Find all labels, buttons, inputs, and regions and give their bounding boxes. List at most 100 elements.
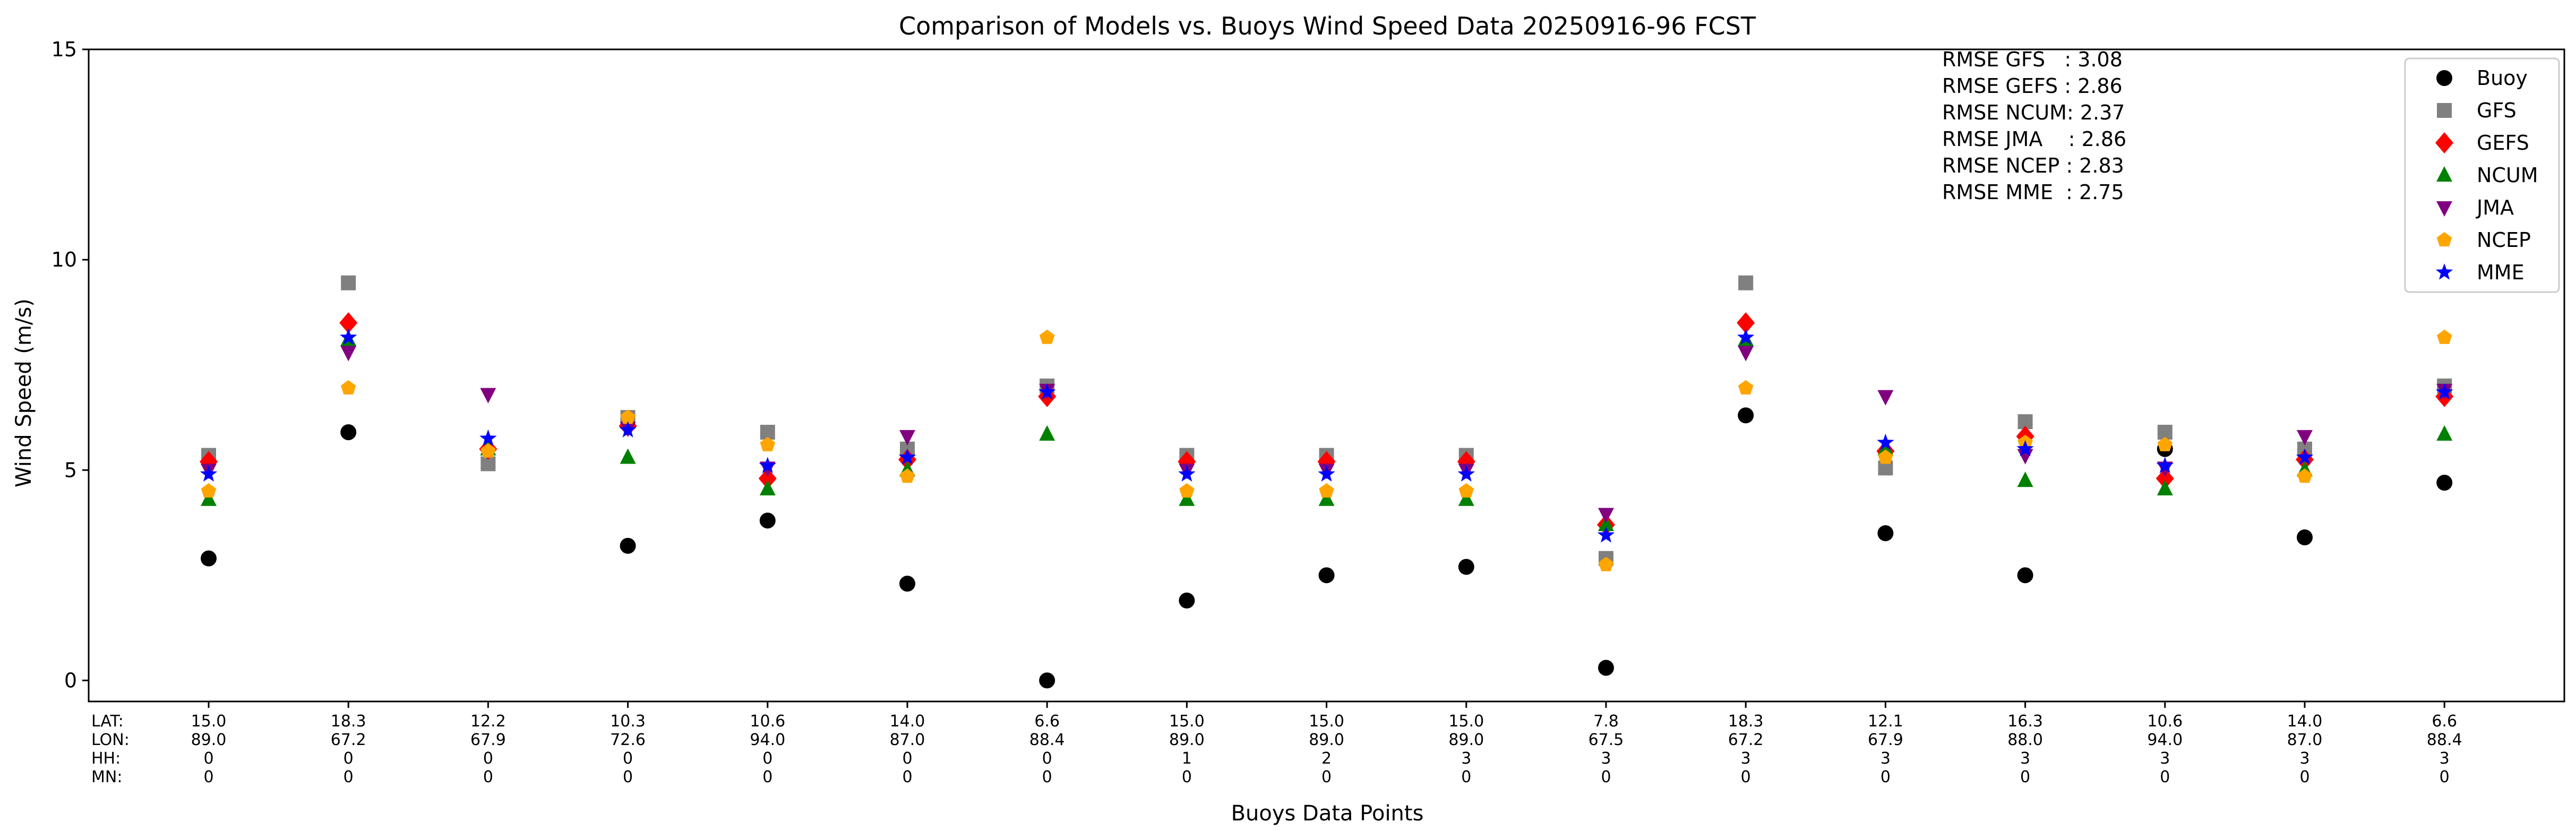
x-tick-hh: 0: [483, 749, 493, 768]
x-tick-lon: 89.0: [1169, 731, 1205, 749]
x-tick-hh: 3: [1741, 749, 1751, 768]
ncum-point: [1179, 490, 1195, 506]
legend-label-buoy: Buoy: [2477, 66, 2528, 90]
x-tick-lon: 89.0: [1448, 731, 1484, 749]
buoy-point: [1039, 672, 1055, 689]
ncep-point: [2436, 329, 2452, 344]
gefs-point: [2156, 468, 2174, 490]
x-tick-hh: 3: [2020, 749, 2030, 768]
ncep-point: [1039, 329, 1055, 344]
mme-point: [2156, 457, 2174, 474]
x-tick-mn: 0: [762, 768, 772, 786]
info-row-label: LON:: [91, 731, 130, 749]
x-tick-lon: 67.9: [1868, 731, 1903, 749]
ncep-point: [1598, 557, 1614, 571]
x-tick-lat: 10.6: [750, 712, 785, 731]
series-ncum: [201, 330, 2453, 532]
ncep-point: [620, 409, 636, 424]
x-tick-lon: 87.0: [890, 731, 925, 749]
x-axis-info-labels: LAT:LON:HH:MN:15.089.00018.367.20012.267…: [91, 701, 2462, 786]
rmse-annotation: RMSE GFS : 3.08 RMSE GEFS : 2.86 RMSE NCUM…: [1942, 48, 2126, 204]
x-tick-hh: 1: [1182, 749, 1192, 768]
legend-label-ncum: NCUM: [2477, 164, 2538, 187]
chart-title: Comparison of Models vs. Buoys Wind Spee…: [899, 12, 1756, 40]
x-tick-mn: 0: [203, 768, 213, 786]
x-tick-mn: 0: [1461, 768, 1471, 786]
buoy-point: [1318, 567, 1335, 584]
legend-marker-gefs: [2435, 132, 2453, 153]
x-tick-lon: 94.0: [750, 731, 785, 749]
ncum-point: [2436, 425, 2453, 441]
mme-point: [1038, 383, 1056, 400]
legend-label-ncep: NCEP: [2477, 228, 2531, 252]
ncep-point: [760, 436, 776, 451]
y-tick-label: 10: [51, 248, 77, 271]
ncum-point: [1458, 490, 1474, 506]
x-tick-hh: 3: [1601, 749, 1611, 768]
ncep-point: [1179, 483, 1195, 498]
x-tick-hh: 3: [1461, 749, 1471, 768]
ncep-point: [1738, 380, 1754, 395]
x-tick-lon: 88.4: [2427, 731, 2462, 749]
mme-point: [479, 429, 497, 446]
buoy-point: [899, 576, 915, 592]
x-tick-lat: 18.3: [1728, 712, 1764, 731]
x-tick-lat: 15.0: [191, 712, 227, 731]
rmse-line: RMSE NCEP : 2.83: [1942, 154, 2124, 177]
gefs-point: [339, 312, 358, 333]
jma-point: [480, 388, 496, 404]
legend-label-jma: JMA: [2476, 196, 2514, 219]
ncum-point: [1039, 425, 1055, 441]
ncum-point: [2157, 480, 2173, 495]
x-tick-hh: 3: [1881, 749, 1891, 768]
mme-point: [1318, 465, 1335, 482]
plot-frame: [88, 48, 2565, 703]
x-tick-lat: 7.8: [1593, 712, 1619, 731]
legend-marker-ncum: [2436, 166, 2452, 182]
ncum-point: [759, 480, 776, 495]
mme-point: [898, 448, 916, 465]
jma-point: [340, 346, 357, 362]
series-buoy: [201, 407, 2453, 689]
mme-point: [2296, 448, 2314, 465]
x-tick-lon: 67.2: [331, 731, 366, 749]
buoy-point: [2297, 529, 2313, 546]
mme-point: [1877, 433, 1894, 450]
jma-point: [1877, 390, 1894, 406]
x-tick-lon: 89.0: [191, 731, 227, 749]
buoy-point: [340, 424, 357, 440]
x-tick-mn: 0: [1042, 768, 1052, 786]
ncum-point: [620, 448, 636, 464]
info-row-label: HH:: [91, 749, 121, 768]
x-tick-hh: 3: [2299, 749, 2309, 768]
ncum-point: [1598, 516, 1614, 532]
ncum-point: [1877, 440, 1894, 456]
legend-marker-buoy: [2436, 70, 2452, 86]
x-tick-lat: 12.2: [470, 712, 506, 731]
x-tick-hh: 0: [1042, 749, 1052, 768]
x-tick-lon: 67.9: [470, 731, 506, 749]
rmse-line: RMSE GFS : 3.08: [1942, 48, 2123, 71]
x-tick-hh: 2: [1321, 749, 1332, 768]
x-tick-lat: 15.0: [1448, 712, 1484, 731]
x-tick-mn: 0: [1182, 768, 1192, 786]
x-tick-hh: 0: [344, 749, 354, 768]
mme-point: [1737, 328, 1755, 345]
series-mme: [200, 328, 2453, 543]
buoy-point: [1458, 559, 1474, 575]
x-tick-lat: 12.1: [1868, 712, 1903, 731]
gfs-point: [341, 275, 356, 290]
mme-point: [200, 465, 218, 482]
x-tick-mn: 0: [1601, 768, 1611, 786]
series-gfs: [201, 275, 2452, 566]
y-axis-ticks: 0 5 10 15: [51, 38, 89, 692]
legend-label-mme: MME: [2477, 261, 2525, 284]
info-row-label: MN:: [91, 768, 122, 786]
y-tick-label: 0: [64, 669, 77, 692]
x-tick-mn: 0: [902, 768, 912, 786]
rmse-line: RMSE GEFS : 2.86: [1942, 74, 2123, 98]
legend-label-gfs: GFS: [2477, 99, 2517, 122]
x-tick-hh: 0: [762, 749, 772, 768]
x-tick-lat: 6.6: [2432, 712, 2457, 731]
